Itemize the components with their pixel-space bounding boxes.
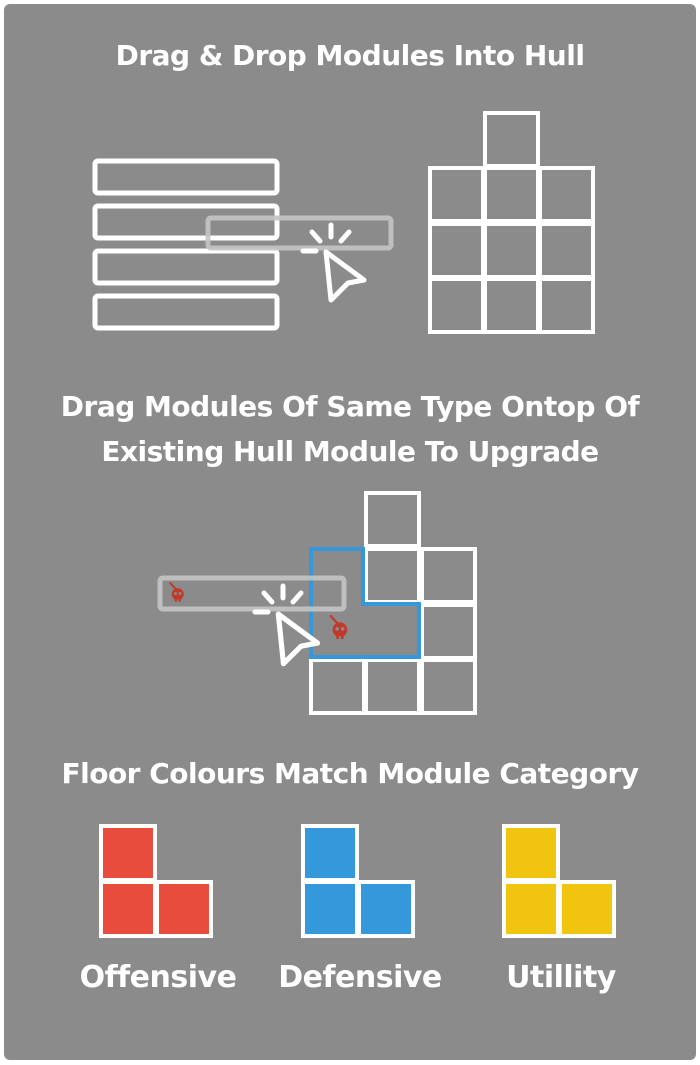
- hull-cell[interactable]: [428, 222, 485, 279]
- hull-cell[interactable]: [420, 658, 477, 715]
- hull-cell[interactable]: [309, 658, 366, 715]
- hull-cell[interactable]: [483, 166, 540, 223]
- cursor-arrow-icon: [326, 252, 364, 300]
- floor-tile: [99, 824, 157, 882]
- hull-cell[interactable]: [428, 277, 485, 334]
- hull-cell[interactable]: [483, 222, 540, 279]
- floor-tile: [502, 824, 560, 882]
- module-slot: [92, 203, 280, 241]
- upgrade-title-line2: Existing Hull Module To Upgrade: [101, 435, 599, 468]
- category-label-defensive: Defensive: [278, 960, 442, 995]
- upgrade-title-line1: Drag Modules Of Same Type Ontop Of: [60, 390, 640, 423]
- hull-cell[interactable]: [538, 166, 595, 223]
- module-list: [92, 158, 280, 331]
- existing-hull-module[interactable]: [309, 547, 421, 659]
- hull-cell[interactable]: [364, 491, 421, 548]
- floor-tile: [502, 880, 560, 938]
- floor-tile: [558, 880, 616, 938]
- hull-cell[interactable]: [483, 111, 540, 168]
- dragged-module[interactable]: [205, 215, 394, 251]
- hull-cell[interactable]: [364, 547, 421, 604]
- skull-sword-icon: [169, 582, 185, 603]
- floor-tile: [301, 824, 359, 882]
- floor-tile: [301, 880, 359, 938]
- hull-cell[interactable]: [538, 277, 595, 334]
- hull-cell[interactable]: [420, 603, 477, 660]
- hull-grid: [428, 111, 595, 334]
- hull-cell[interactable]: [420, 547, 477, 604]
- category-swatch-offensive: [99, 824, 213, 938]
- hull-cell[interactable]: [364, 658, 421, 715]
- category-swatch-utillity: [502, 824, 616, 938]
- module-slot: [92, 248, 280, 286]
- hull-cell[interactable]: [483, 277, 540, 334]
- colours-title: Floor Colours Match Module Category: [61, 757, 639, 790]
- module-slot: [92, 293, 280, 331]
- drag-drop-title: Drag & Drop Modules Into Hull: [115, 39, 585, 72]
- floor-tile: [155, 880, 213, 938]
- floor-tile: [99, 880, 157, 938]
- category-label-utility: Utillity: [506, 960, 616, 995]
- hull-cell[interactable]: [428, 166, 485, 223]
- floor-tile: [357, 880, 415, 938]
- category-label-offensive: Offensive: [79, 960, 237, 995]
- category-swatch-defensive: [301, 824, 415, 938]
- dragged-upgrade-module[interactable]: [157, 575, 347, 612]
- hull-cell[interactable]: [538, 222, 595, 279]
- module-slot: [92, 158, 280, 196]
- skull-sword-icon: [329, 614, 349, 640]
